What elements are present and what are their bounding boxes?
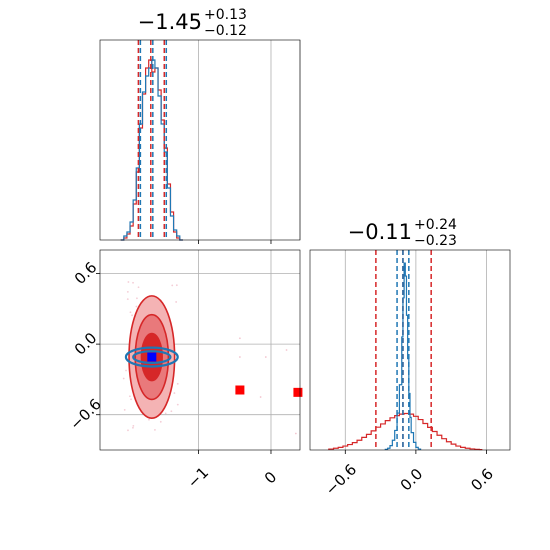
joint-contour-panel: 0.60.0−0.6−1 0 — [66, 249, 303, 492]
sample-point — [148, 418, 150, 421]
y-tick-label: 0.6 — [71, 258, 101, 288]
sample-point — [135, 305, 138, 308]
marginal-x-panel — [99, 39, 301, 244]
title-y-upper-error: +0.24 — [414, 217, 457, 233]
panel-titles: −1.45 +0.13−0.12 −0.11 +0.24−0.23 — [138, 7, 457, 249]
sample-point — [128, 395, 131, 398]
title-x-value: −1.45 — [138, 10, 202, 34]
blue-contour-outer — [124, 346, 179, 368]
joint-plot-area — [100, 250, 300, 450]
sample-point — [238, 356, 241, 358]
marker-square-pure_blue — [147, 352, 157, 362]
sample-point — [130, 398, 132, 401]
sample-point — [159, 420, 162, 423]
x-tick-label: 0.0 — [397, 465, 427, 495]
sample-point — [123, 409, 126, 411]
histogram-series-red — [120, 59, 183, 241]
title-x-upper-error: +0.13 — [204, 7, 247, 23]
axes-frame — [99, 39, 301, 241]
sample-point — [131, 314, 133, 317]
sample-point — [132, 426, 134, 429]
sample-point — [238, 337, 241, 340]
sample-point — [137, 286, 140, 289]
sample-point — [173, 392, 176, 394]
sample-point — [175, 301, 178, 303]
title-x-lower-error: −0.12 — [204, 23, 247, 39]
x-tick-label: 0.6 — [467, 465, 497, 495]
sample-point — [176, 403, 179, 406]
axes-frame — [309, 249, 511, 451]
sample-point — [127, 281, 130, 283]
sample-point — [125, 369, 127, 372]
histogram-series-blue — [384, 262, 422, 450]
blue-contour-inner — [132, 350, 172, 365]
sample-point — [122, 377, 125, 380]
x-tick-label: 0 — [261, 468, 280, 487]
sample-point — [132, 424, 135, 427]
title-y-lower-error: −0.23 — [414, 233, 457, 249]
sample-point — [129, 311, 132, 314]
sample-point — [259, 396, 262, 398]
sample-point — [126, 298, 129, 301]
y-tick-label: 0.0 — [71, 329, 101, 359]
sample-point — [127, 429, 129, 432]
sample-point — [170, 410, 173, 413]
x-tick-label: −1 — [184, 463, 212, 491]
sample-point — [175, 284, 178, 287]
title-y-value: −0.11 — [348, 220, 412, 244]
histogram-series-blue — [120, 59, 183, 241]
axes-frame — [99, 249, 301, 451]
marker-square-pure_red — [293, 387, 303, 397]
sample-point — [132, 281, 134, 284]
marker-square-pure_red — [235, 385, 245, 395]
sample-point — [294, 432, 297, 435]
x-tick-label: −0.6 — [322, 460, 360, 498]
sample-point — [126, 290, 129, 293]
histogram-series-red — [328, 412, 483, 451]
marginal-y-panel: −0.6 0.0 0.6 — [309, 249, 511, 499]
sample-point — [136, 297, 138, 300]
sample-point — [154, 428, 156, 431]
sample-point — [164, 412, 167, 415]
sample-point — [176, 382, 179, 385]
sample-point — [264, 356, 267, 358]
sample-point — [171, 284, 174, 287]
sample-point — [285, 349, 288, 351]
